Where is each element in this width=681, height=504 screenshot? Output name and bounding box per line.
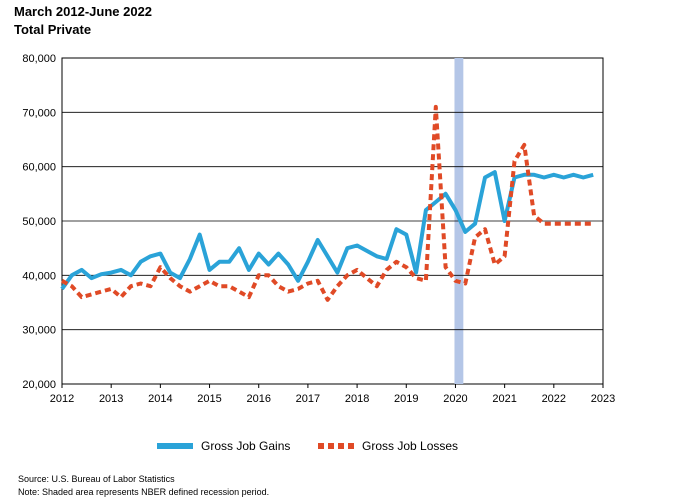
- x-tick-label: 2018: [345, 393, 369, 405]
- legend-swatch-gains: [157, 443, 193, 449]
- series-gross-job-gains: [60, 170, 594, 291]
- x-tick-label: 2022: [542, 393, 566, 405]
- legend-item-losses: Gross Job Losses: [318, 439, 458, 453]
- chart-subtitle: Total Private: [14, 22, 92, 37]
- footnotes: Source: U.S. Bureau of Labor Statistics …: [18, 473, 269, 499]
- legend-swatch-losses: [318, 443, 354, 449]
- x-tick-label: 2015: [197, 393, 221, 405]
- recession-note: Note: Shaded area represents NBER define…: [18, 487, 270, 497]
- y-tick-label: 80,000: [22, 53, 56, 65]
- source-note: Source: U.S. Bureau of Labor Statistics: [18, 474, 175, 484]
- x-tick-label: 2019: [394, 393, 418, 405]
- legend-label-losses: Gross Job Losses: [362, 439, 459, 453]
- x-tick-label: 2023: [591, 393, 615, 405]
- legend-item-gains: Gross Job Gains: [157, 439, 290, 453]
- x-tick-label: 2016: [246, 393, 270, 405]
- x-tick-label: 2017: [296, 393, 320, 405]
- y-tick-label: 30,000: [22, 325, 56, 337]
- x-tick-label: 2013: [99, 393, 123, 405]
- series-gross-job-losses: [61, 104, 594, 302]
- y-tick-label: 70,000: [22, 107, 56, 119]
- x-tick-label: 2021: [492, 393, 516, 405]
- y-tick-label: 60,000: [22, 162, 56, 174]
- x-tick-label: 2012: [50, 393, 74, 405]
- y-tick-label: 40,000: [22, 270, 56, 282]
- legend: Gross Job Gains Gross Job Losses: [0, 439, 681, 461]
- x-tick-label: 2020: [443, 393, 467, 405]
- legend-label-gains: Gross Job Gains: [201, 439, 291, 453]
- chart-title: March 2012-June 2022: [14, 4, 153, 19]
- line-chart: 20,000 30,000 40,000 50,000 60,000 70,000 80,0…: [22, 53, 615, 405]
- y-tick-label: 50,000: [22, 216, 56, 228]
- y-tick-label: 20,000: [22, 379, 56, 391]
- x-tick-label: 2014: [148, 393, 172, 405]
